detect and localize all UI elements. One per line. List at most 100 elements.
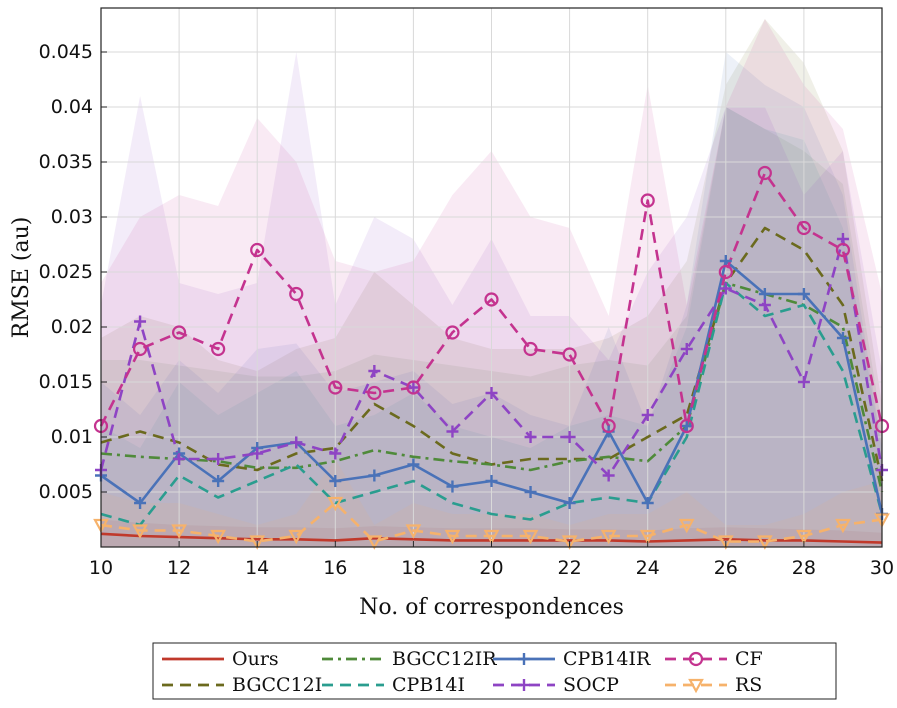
- point-rs: [835, 518, 851, 534]
- point-socp: [446, 425, 459, 438]
- point-cpb14ir: [134, 497, 147, 509]
- x-tick-label: 16: [323, 557, 347, 579]
- point-rs: [288, 529, 305, 545]
- point-socp: [758, 299, 771, 311]
- point-socp: [524, 431, 537, 443]
- point-rs: [522, 529, 539, 545]
- point-rs: [366, 535, 383, 550]
- point-rs: [678, 518, 695, 534]
- point-cf: [445, 325, 460, 340]
- point-socp: [173, 453, 186, 465]
- point-socp: [680, 343, 693, 355]
- x-tick-label: 22: [558, 557, 582, 579]
- point-cpb14ir: [563, 497, 576, 509]
- point-cpb14ir: [446, 480, 459, 493]
- point-cf: [250, 242, 265, 258]
- point-cpb14ir: [524, 486, 537, 498]
- point-socp: [212, 453, 225, 465]
- point-socp: [134, 315, 147, 328]
- band-bgcc12i: [101, 19, 882, 547]
- point-socp: [251, 447, 264, 460]
- legend-label-cf: CF: [735, 648, 763, 670]
- point-rs: [639, 529, 656, 545]
- point-socp: [290, 436, 303, 449]
- legend-label-cpb14i: CPB14I: [392, 674, 465, 696]
- point-cf: [640, 193, 655, 208]
- point-cpb14ir: [485, 475, 498, 487]
- point-cpb14ir: [329, 475, 342, 487]
- point-rs: [249, 535, 266, 550]
- point-cf: [523, 341, 538, 357]
- line-cpb14i: [100, 281, 884, 527]
- y-axis-label: RMSE (au): [9, 217, 34, 339]
- x-tick-label: 28: [792, 557, 816, 579]
- y-tick-label: 0.035: [39, 151, 93, 173]
- point-rs: [483, 529, 500, 545]
- point-cf: [601, 418, 616, 434]
- point-cf: [367, 385, 382, 401]
- legend-label-cpb14ir: CPB14IR: [563, 648, 651, 670]
- point-cf: [718, 264, 733, 280]
- point-cpb14ir: [407, 458, 420, 471]
- legend-box: [152, 642, 837, 700]
- point-cf: [406, 380, 421, 395]
- x-tick-label: 24: [636, 557, 660, 579]
- point-rs: [717, 535, 734, 550]
- point-cf: [289, 286, 304, 302]
- point-rs: [796, 529, 812, 545]
- point-socp: [719, 282, 732, 295]
- point-cpb14ir: [212, 475, 225, 487]
- y-tick-label: 0.005: [39, 481, 93, 503]
- axis-ticks: 10 12 14 16 18 20 22 24 26 28 30 0.005 0.01 0.015 0.02…: [39, 41, 895, 579]
- x-tick-label: 30: [870, 557, 894, 579]
- legend-marker-cf: [688, 651, 704, 667]
- x-tick-label: 10: [89, 557, 113, 579]
- point-socp: [407, 381, 420, 394]
- x-tick-label: 26: [714, 557, 738, 579]
- point-cf: [679, 418, 694, 434]
- point-cf: [132, 341, 148, 357]
- y-tick-label: 0.04: [51, 96, 93, 118]
- point-cpb14ir: [680, 420, 693, 432]
- legend-marker-socp: [518, 679, 530, 691]
- point-socp: [563, 431, 576, 443]
- point-socp: [485, 387, 498, 399]
- legend-marker-rs: [688, 678, 704, 694]
- x-tick-label: 20: [479, 557, 503, 579]
- line-cf: [99, 171, 884, 428]
- point-socp: [797, 376, 810, 388]
- point-rs: [171, 524, 187, 539]
- point-rs: [444, 529, 461, 545]
- legend: Ours BGCC12IR CPB14IR CF BGCC12I CPB14I SOCP RS: [152, 642, 837, 700]
- point-socp: [602, 469, 615, 482]
- point-rs: [561, 535, 578, 550]
- point-cf: [172, 325, 187, 340]
- point-cf: [757, 165, 772, 181]
- x-tick-label: 12: [167, 557, 191, 579]
- point-cf: [484, 292, 499, 307]
- y-tick-label: 0.03: [51, 206, 93, 228]
- point-rs: [327, 496, 344, 512]
- line-rs: [100, 501, 883, 543]
- legend-label-ours: Ours: [232, 648, 279, 670]
- point-cf: [796, 220, 812, 236]
- legend-label-bgcc12i: BGCC12I: [232, 674, 322, 696]
- x-axis-label: No. of correspondences: [359, 595, 624, 620]
- point-cpb14ir: [641, 497, 654, 509]
- y-tick-label: 0.025: [39, 261, 93, 283]
- point-cpb14ir: [758, 288, 771, 300]
- point-cf: [328, 380, 343, 395]
- series-markers: [93, 165, 890, 550]
- point-rs: [210, 529, 227, 545]
- point-rs: [405, 524, 422, 539]
- point-cpb14ir: [797, 288, 810, 300]
- point-cf: [835, 242, 851, 258]
- y-tick-label: 0.015: [39, 371, 93, 393]
- y-tick-label: 0.045: [39, 41, 93, 63]
- point-rs: [600, 529, 617, 545]
- point-socp: [368, 365, 381, 377]
- point-rs: [132, 524, 148, 539]
- point-cf: [211, 341, 226, 357]
- point-cpb14ir: [836, 332, 849, 344]
